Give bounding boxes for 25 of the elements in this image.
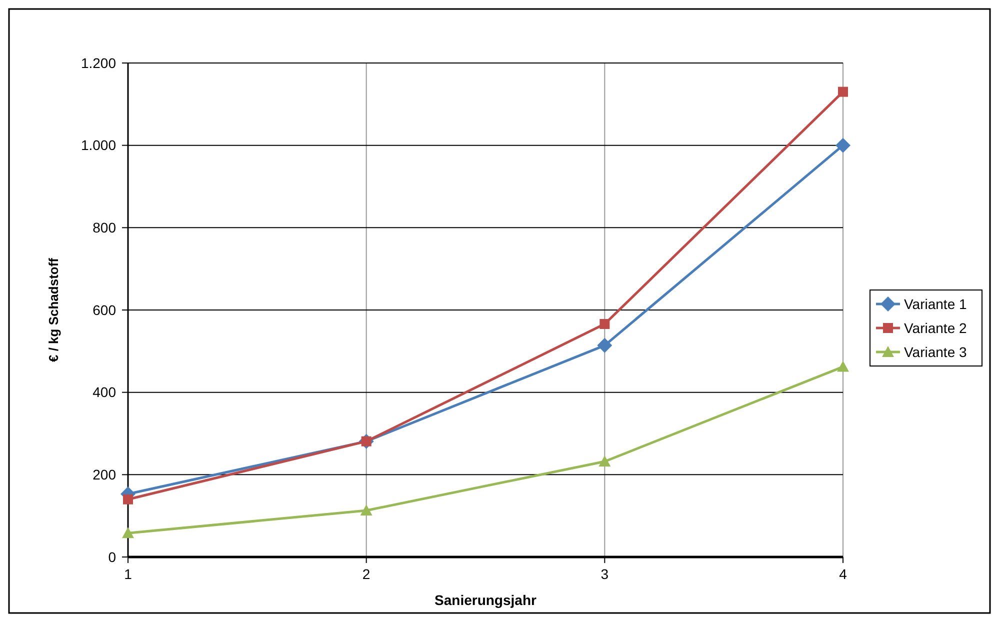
point [597,338,612,353]
point [123,494,133,504]
point [600,318,610,329]
point [837,360,849,372]
legend-label: Variante 2 [904,320,967,336]
point [122,527,134,538]
y-tick-label: 400 [92,384,116,400]
x-tick-label: 3 [600,566,609,582]
legend-label: Variante 3 [904,344,967,360]
point [598,455,611,466]
x-axis-title: Sanierungsjahr [434,592,538,608]
point [836,138,850,153]
y-tick-label: 1.000 [80,137,116,154]
point [838,86,848,97]
point [360,504,372,516]
y-axis-title: € / kg Schadstoff [46,257,61,362]
y-tick-label: 0 [108,548,116,565]
y-tick-label: 200 [92,466,116,483]
x-tick-label: 2 [362,566,370,582]
y-tick-label: 800 [92,220,116,236]
x-tick-label: 1 [124,566,132,582]
y-tick-label: 1.200 [80,54,116,71]
legend-label: Variante 1 [904,296,967,312]
x-tick-label: 4 [839,566,848,582]
y-tick-label: 600 [92,302,116,318]
